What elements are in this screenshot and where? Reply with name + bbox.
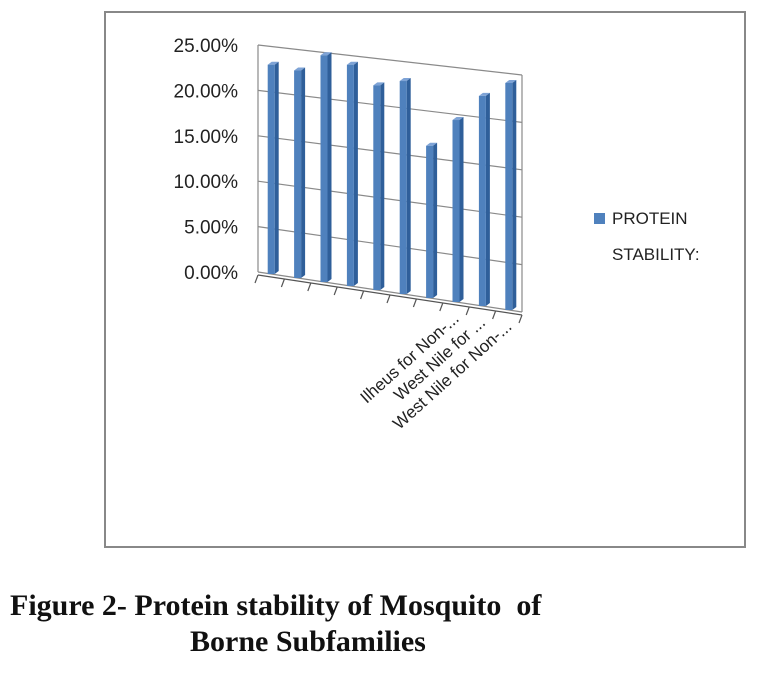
x-axis-tick (465, 306, 470, 316)
bar-top (373, 82, 385, 86)
x-axis-tick (439, 302, 444, 312)
y-tick-label: 0.00% (184, 263, 238, 284)
bar-side (406, 78, 411, 294)
bar (373, 82, 385, 290)
bar (267, 61, 279, 275)
caption-line-2: Borne Subfamilies (190, 625, 426, 658)
x-axis-tick (307, 282, 312, 292)
legend-label-line-1: PROTEIN (612, 209, 688, 228)
bar-top (452, 117, 464, 121)
x-axis-tick (360, 290, 365, 300)
bar-front (346, 64, 354, 286)
bar-front (426, 145, 434, 298)
legend-label: PROTEIN STABILITY: (612, 209, 700, 264)
x-axis-tick (254, 274, 259, 284)
bar-top (320, 52, 332, 56)
gridline (257, 44, 523, 76)
bar (452, 117, 464, 302)
bar-side (301, 67, 306, 278)
bar-top (267, 61, 279, 65)
bars (267, 52, 517, 311)
bar-side (485, 92, 490, 307)
bar-top (399, 78, 411, 82)
bar-side (327, 52, 332, 283)
bar-top (294, 67, 306, 71)
bar-side (433, 142, 438, 298)
bar-front (373, 85, 381, 290)
bar-front (399, 81, 407, 294)
bar (426, 142, 438, 298)
bar (320, 52, 332, 283)
bar (505, 79, 517, 311)
x-axis-tick (518, 314, 523, 324)
x-axis-tick (386, 294, 391, 304)
x-axis-tick (333, 286, 338, 296)
bar-side (512, 79, 517, 311)
bar-top (478, 92, 490, 96)
chart: 25.00%20.00%15.00%10.00%5.00%0.00% Ilheu… (104, 11, 746, 548)
y-tick-label: 20.00% (174, 81, 239, 102)
legend-swatch (594, 213, 605, 224)
x-axis-tick (492, 310, 497, 320)
legend: PROTEIN STABILITY: (594, 209, 700, 264)
bar (294, 67, 306, 278)
bar-front (452, 120, 460, 302)
bar-side (274, 61, 279, 275)
bar-top (346, 61, 358, 65)
bar-front (320, 55, 328, 283)
bar-side (353, 61, 358, 286)
y-tick-label: 15.00% (174, 127, 239, 148)
bar-side (380, 82, 385, 290)
chart-frame (104, 11, 746, 548)
y-tick-label: 5.00% (184, 218, 238, 239)
x-axis-tick (412, 298, 417, 308)
bar-top (426, 142, 438, 146)
axes (254, 45, 523, 324)
y-tick-labels: 25.00% 20.00% 15.00% 10.00% 5.00% 0.00% (174, 36, 239, 284)
bar (346, 61, 358, 286)
y-tick-label: 10.00% (174, 172, 239, 193)
bar-front (505, 82, 513, 311)
legend-label-line-2: STABILITY: (612, 245, 700, 264)
caption-line-1: Figure 2- Protein stability of Mosquito … (10, 589, 542, 622)
x-axis-tick (280, 278, 285, 288)
bar-top (505, 79, 517, 83)
bar-side (459, 117, 464, 302)
y-tick-label: 25.00% (174, 36, 239, 57)
bar-front (478, 95, 486, 307)
bar-front (294, 70, 302, 278)
bar-front (267, 64, 275, 274)
gridline (257, 271, 523, 313)
bar (399, 78, 411, 294)
bar (478, 92, 490, 307)
